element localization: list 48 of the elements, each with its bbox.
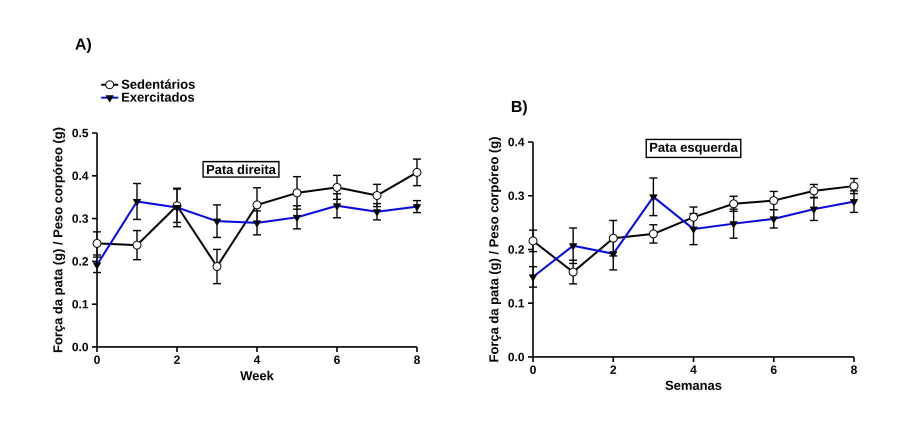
x-tick-label: 4 (254, 355, 260, 364)
x-tick-label: 6 (334, 355, 340, 364)
x-axis-title: Week (240, 370, 274, 380)
point (292, 188, 302, 198)
point (648, 229, 658, 238)
x-tick-label: 2 (174, 355, 180, 364)
y-axis-title: Força da pata (g) / Peso corpóreo (g) (488, 137, 502, 362)
point (252, 200, 262, 210)
legend-label: Sedentários (122, 79, 195, 89)
chart-title: A) (75, 38, 91, 53)
x-tick-label: 4 (690, 365, 697, 374)
y-tick-label: 0.3 (508, 192, 524, 200)
point (729, 199, 738, 208)
x-axis-title: Semanas (665, 380, 722, 390)
point (568, 268, 578, 277)
annotation: Pata esquerda (650, 142, 738, 154)
point (332, 182, 342, 192)
chart-title: B) (512, 100, 527, 116)
y-tick-label: 0.4 (508, 138, 524, 146)
x-tick-label: 2 (610, 365, 616, 374)
x-tick-label: 6 (770, 365, 777, 374)
point (132, 240, 142, 250)
y-tick-label: 0.1 (72, 300, 88, 308)
point (412, 168, 422, 177)
y-tick-label: 0.3 (72, 214, 88, 223)
point (372, 190, 382, 200)
y-axis-title: Força da pata (g) / Peso corpóreo (g) (52, 128, 66, 352)
y-tick-label: 0.1 (508, 299, 524, 308)
point (212, 262, 222, 272)
x-tick-label: 0 (94, 355, 100, 364)
point (850, 182, 858, 191)
annotation: Pata direita (206, 164, 276, 174)
point (92, 238, 102, 248)
legend-label: Exercitados (122, 92, 194, 102)
point (528, 236, 538, 246)
point (769, 196, 778, 206)
x-tick-label: 8 (851, 365, 857, 374)
y-tick-label: 0.0 (72, 342, 88, 352)
y-tick-label: 0.2 (508, 245, 524, 254)
y-tick-label: 0.0 (508, 352, 524, 362)
y-tick-label: 0.4 (72, 172, 88, 180)
point (608, 234, 618, 243)
point (809, 186, 818, 196)
x-tick-label: 8 (414, 355, 420, 364)
y-tick-label: 0.5 (72, 128, 88, 138)
y-tick-label: 0.2 (72, 257, 88, 266)
x-tick-label: 0 (530, 365, 536, 374)
point (689, 212, 698, 222)
